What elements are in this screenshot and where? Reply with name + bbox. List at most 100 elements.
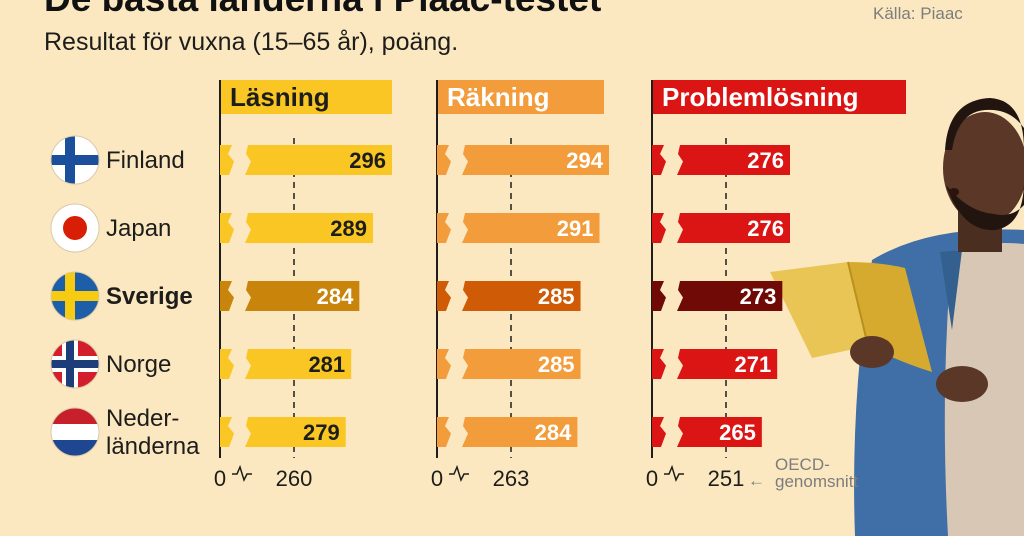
bar [462,213,600,243]
right-hand [936,366,988,402]
netherlands-flag [51,408,99,456]
lapel [940,250,962,330]
bar [245,417,346,447]
bar-stub [437,281,451,311]
reader-illustration [770,98,1024,536]
tick-label-zero: 0 [431,466,443,491]
bar-stub [652,281,666,311]
bar-value-label: 271 [734,352,771,377]
country-name: Japan [106,215,171,242]
panel-header-bg [437,80,604,114]
country-row-1: Japan [50,203,171,253]
country-name: Sverige [106,283,193,310]
axis-break-icon [664,464,684,483]
bar [245,213,373,243]
flag-border [50,339,100,389]
bar-value-label: 284 [535,420,572,445]
tick-label-oecd: 263 [493,466,530,491]
panel-1: Räkning 294 291 285 285 284 0 263 [431,80,609,491]
bar-value-label: 281 [308,352,345,377]
bar [245,349,352,379]
bar-stub [220,281,234,311]
bar-stub [652,349,666,379]
flag-border [50,135,100,185]
bar [245,281,360,311]
country-row-4: Neder-länderna [50,405,200,460]
tick-label-zero: 0 [646,466,658,491]
sweden-flag [51,272,99,320]
bar-stub [437,213,451,243]
axis-break-icon [232,464,252,483]
bar [462,349,581,379]
panel-0: Läsning 296 289 284 281 279 0 260 [214,80,392,491]
panel-header-title: Problemlösning [662,82,858,112]
bar-value-label: 289 [330,216,367,241]
bar-stub [652,145,666,175]
bar [462,281,581,311]
hair [945,98,1024,150]
bar-value-label: 265 [719,420,756,445]
bar-value-label: 273 [740,284,777,309]
bar-value-label: 284 [317,284,354,309]
country-name: Finland [106,147,185,174]
chart-title: De bästa länderna i Piaac-testet [44,0,601,20]
bar [677,349,778,379]
tick-label-zero: 0 [214,466,226,491]
panel-2: Problemlösning 276 276 273 271 265 0 251 [646,80,906,491]
bar-stub [652,213,666,243]
head [943,112,1024,224]
flag-border [50,271,100,321]
japan-flag [51,204,99,252]
oecd-label-line2: genomsnitt [775,472,858,491]
country-row-0: Finland [50,135,185,185]
bar-value-label: 285 [538,284,575,309]
bar-stub [220,349,234,379]
panel-header-bg [652,80,906,114]
left-hand [850,336,894,368]
bar-stub [220,213,234,243]
panel-header-bg [220,80,392,114]
bar-value-label: 296 [349,148,386,173]
country-name-line2: länderna [106,433,200,460]
mouth [949,188,959,196]
source-note: Källa: Piaac [873,4,963,23]
chart-subtitle: Resultat för vuxna (15–65 år), poäng. [44,28,459,56]
bar-value-label: 294 [566,148,603,173]
bar [462,417,578,447]
country-name-line1: Neder- [106,405,179,432]
bar-value-label: 276 [747,148,784,173]
country-row-3: Norge [50,339,171,389]
finland-flag [51,136,99,184]
bar-stub [652,417,666,447]
bar-value-label: 291 [557,216,594,241]
bar [677,145,790,175]
country-row-2: Sverige [50,271,193,321]
flag-border [50,407,100,457]
country-name: Norge [106,351,171,378]
tick-label-oecd: 260 [276,466,313,491]
bar-stub [437,349,451,379]
bar [462,145,609,175]
beard [946,180,1024,231]
flag-border [50,203,100,253]
bar-stub [437,145,451,175]
bar-stub [220,417,234,447]
book-spine [847,261,869,347]
tick-label-oecd: 251 [708,466,745,491]
bar-value-label: 279 [303,420,340,445]
norway-flag [51,340,99,388]
bar [677,213,790,243]
bar [245,145,392,175]
book-left-page [770,262,868,358]
bar-value-label: 276 [747,216,784,241]
axis-break-icon [449,464,469,483]
bar [677,281,783,311]
oecd-label-line1: OECD- [775,455,830,474]
bar-stub [220,145,234,175]
oecd-arrow: ← [748,471,765,490]
bar [677,417,762,447]
panel-header-title: Räkning [447,82,550,112]
bar-stub [437,417,451,447]
bar-value-label: 285 [538,352,575,377]
